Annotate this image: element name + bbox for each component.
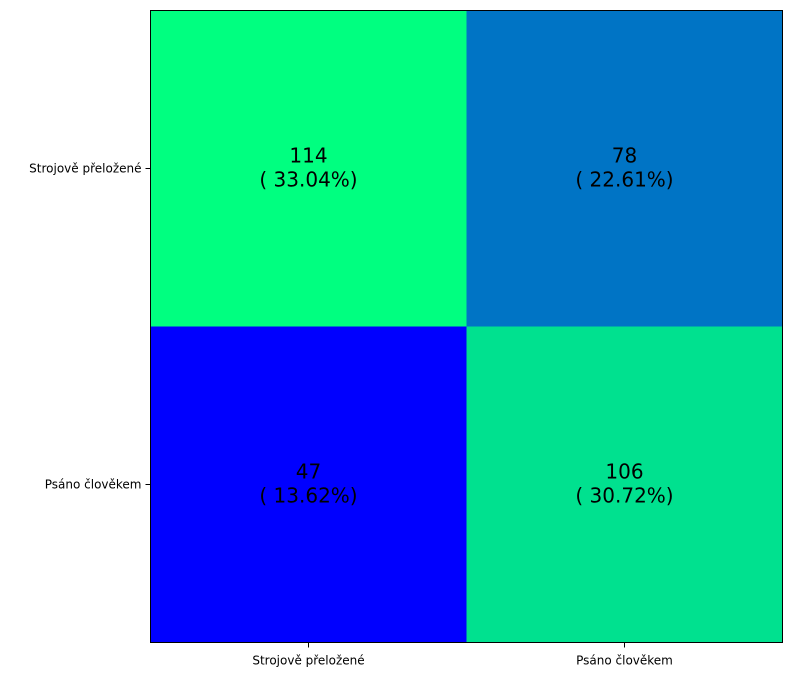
cell-percent-label: ( 33.04%) [259,168,357,192]
heatmap-cell-r0-c1 [466,10,783,327]
cell-count-label: 78 [612,144,637,168]
y-tick-label: Strojově přeložené [29,162,141,176]
heatmap-cell-r1-c1 [466,326,783,643]
cell-count-label: 106 [605,460,643,484]
plot-frame [150,10,783,643]
y-axis-ticks: Strojově přeložené Psáno člověkem [29,162,151,492]
cell-percent-label: ( 22.61%) [575,168,673,192]
cell-percent-label: ( 13.62%) [259,484,357,508]
heatmap-cells [150,10,783,643]
heatmap-cell-labels: 114( 33.04%) 78( 22.61%) 47( 13.62%) 106( 3… [259,144,673,508]
heatmap-cell-r1-c0 [150,326,467,643]
cell-count-label: 47 [296,460,321,484]
heatmap-cell-r0-c0 [150,10,467,327]
cell-count-label: 114 [289,144,327,168]
y-tick-label: Psáno člověkem [45,478,142,492]
x-axis-ticks: Strojově přeložené Psáno člověkem [252,642,673,668]
x-tick-label: Strojově přeložené [252,654,364,668]
x-tick-label: Psáno člověkem [576,654,673,668]
cell-percent-label: ( 30.72%) [575,484,673,508]
